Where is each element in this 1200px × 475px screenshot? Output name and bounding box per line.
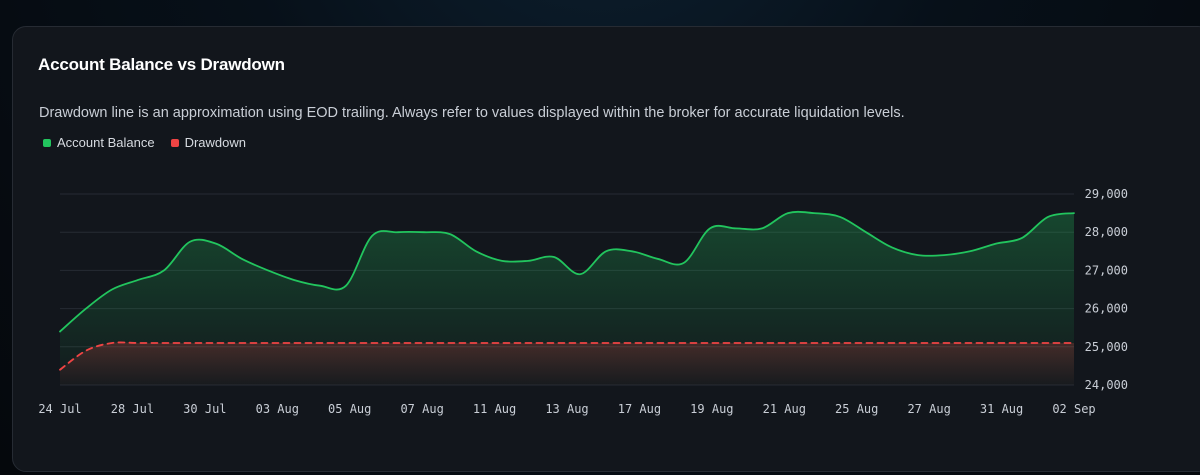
series-lines — [59, 210, 1075, 371]
legend-swatch-drawdown — [170, 138, 179, 147]
x-axis: 24 Jul 28 Jul 30 Jul 03 Aug 05 Aug 07 Aug 11 A… — [38, 402, 1095, 416]
x-tick-label: 07 Aug — [400, 402, 443, 416]
series-line-drawdown — [59, 341, 1075, 371]
x-tick-label: 13 Aug — [545, 402, 588, 416]
series-areas — [60, 211, 1074, 385]
x-tick-label: 03 Aug — [256, 402, 299, 416]
legend-label-drawdown: Drawdown — [184, 135, 246, 150]
series-line-account-balance — [59, 210, 1075, 333]
x-tick-label: 25 Aug — [835, 402, 878, 416]
y-tick-label: 24,000 — [1085, 378, 1128, 392]
y-tick-label: 25,000 — [1085, 340, 1128, 354]
legend-item-account-balance[interactable]: Account Balance — [43, 135, 155, 150]
y-tick-label: 29,000 — [1085, 187, 1128, 201]
legend-item-drawdown[interactable]: Drawdown — [170, 135, 246, 150]
legend-swatch-account-balance — [43, 138, 51, 147]
x-tick-label: 21 Aug — [763, 402, 806, 416]
x-tick-label: 02 Sep — [1052, 402, 1095, 416]
x-tick-label: 24 Jul — [38, 402, 81, 416]
x-tick-label: 11 Aug — [473, 402, 516, 416]
y-tick-label: 26,000 — [1085, 302, 1128, 316]
series-area-account-balance — [60, 211, 1074, 385]
y-axis: 24,000 25,000 26,000 27,000 28,000 29,000 — [1085, 187, 1128, 392]
y-tick-label: 27,000 — [1085, 263, 1128, 277]
legend-label-account-balance: Account Balance — [57, 135, 155, 150]
x-tick-label: 17 Aug — [618, 402, 661, 416]
series-area-drawdown — [60, 342, 1074, 385]
x-tick-label: 05 Aug — [328, 402, 371, 416]
x-tick-label: 30 Jul — [183, 402, 226, 416]
y-tick-label: 28,000 — [1085, 225, 1128, 239]
x-tick-label: 19 Aug — [690, 402, 733, 416]
chart-legend: Account Balance Drawdown — [43, 135, 246, 150]
chart-title: Account Balance vs Drawdown — [38, 55, 285, 74]
x-tick-label: 28 Jul — [111, 402, 154, 416]
x-tick-label: 27 Aug — [907, 402, 950, 416]
x-tick-label: 31 Aug — [980, 402, 1023, 416]
chart-subtitle: Drawdown line is an approximation using … — [39, 105, 905, 121]
